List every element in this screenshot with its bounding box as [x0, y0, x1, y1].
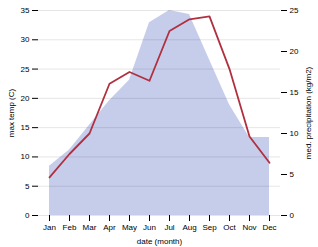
svg-text:Mar: Mar [83, 223, 97, 232]
svg-text:Jul: Jul [164, 223, 174, 232]
svg-text:30: 30 [21, 35, 30, 44]
svg-text:Sep: Sep [202, 223, 217, 232]
svg-text:Jan: Jan [43, 223, 56, 232]
svg-text:0: 0 [290, 211, 295, 220]
svg-text:Dec: Dec [262, 223, 276, 232]
svg-text:May: May [122, 223, 137, 232]
svg-text:5: 5 [290, 170, 295, 179]
svg-text:Nov: Nov [242, 223, 256, 232]
svg-text:5: 5 [25, 182, 30, 191]
svg-text:max temp (C): max temp (C) [7, 88, 16, 137]
svg-text:date (month): date (month) [137, 237, 183, 246]
svg-text:0: 0 [25, 211, 30, 220]
svg-text:25: 25 [21, 65, 30, 74]
svg-text:15: 15 [290, 88, 299, 97]
svg-text:Feb: Feb [63, 223, 77, 232]
svg-text:35: 35 [21, 6, 30, 15]
svg-text:10: 10 [290, 129, 299, 138]
svg-text:25: 25 [290, 6, 299, 15]
svg-text:Apr: Apr [103, 223, 116, 232]
svg-text:20: 20 [290, 47, 299, 56]
svg-text:10: 10 [21, 152, 30, 161]
svg-text:med. precipitation (kg/m2): med. precipitation (kg/m2) [304, 66, 313, 159]
svg-text:Oct: Oct [223, 223, 236, 232]
svg-text:15: 15 [21, 123, 30, 132]
svg-text:Aug: Aug [182, 223, 196, 232]
svg-text:Jun: Jun [143, 223, 156, 232]
svg-text:20: 20 [21, 94, 30, 103]
